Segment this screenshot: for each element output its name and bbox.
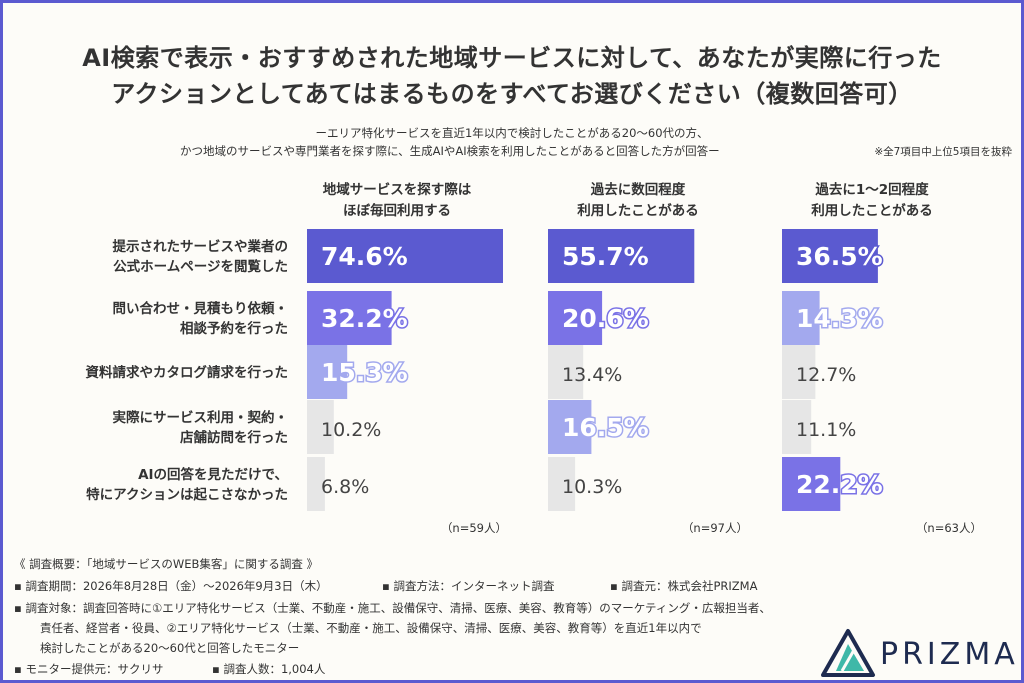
chart-title-line-2: アクションとしてあてはまるものをすべてお選びください（複数回答可） xyxy=(111,80,913,108)
bar-s2-c5 xyxy=(548,457,576,511)
value-label-s2-c1: 55.7% xyxy=(562,242,649,271)
bar-s2-c2 xyxy=(548,291,603,345)
value-label-s2-c2: 20.6% xyxy=(562,304,649,333)
series-header-1-line-1: 地域サービスを探す際は xyxy=(323,181,472,198)
subtitle-line-1: ーエリア特化サービスを直近1年以内で検討したことがある20〜60代の方、 xyxy=(315,126,709,140)
chart-title-line-1: AI検索で表示・おすすめされた地域サービスに対して、あなたが実際に行った xyxy=(82,44,942,72)
value-label-s1-c2: 32.2% xyxy=(321,304,408,333)
bar-s2-c4 xyxy=(548,400,592,454)
value-label-s1-c4: 10.2% xyxy=(321,419,381,441)
bar-chart: 提示されたサービスや業者の公式ホームページを閲覧した問い合わせ・見積もり依頼・相… xyxy=(86,181,983,535)
series-header-3-line-2: 利用したことがある xyxy=(811,202,933,219)
survey-method: ▪ 調査方法：インターネット調査 xyxy=(382,579,555,593)
prizma-logo-text: PRIZMA xyxy=(880,637,1019,672)
category-label-2-line-2: 相談予約を行った xyxy=(180,320,288,337)
value-label-s3-c3: 12.7% xyxy=(796,364,856,386)
value-label-s2-c3: 13.4% xyxy=(562,364,622,386)
bar-s1-c5 xyxy=(307,457,325,511)
category-label-4-line-1: 実際にサービス利用・契約・ xyxy=(113,409,289,426)
series-header-1-line-2: ほぼ毎回利用する xyxy=(343,202,451,219)
value-label-s2-c5: 10.3% xyxy=(562,476,622,498)
survey-target-line-2: 責任者、経営者・役員、②エリア特化サービス（士業、不動産・施工、設備保守、清掃、… xyxy=(40,621,702,635)
sample-size-label-2: （n=97人） xyxy=(682,521,748,535)
category-label-1-line-1: 提示されたサービスや業者の xyxy=(113,238,289,255)
sample-size-label-3: （n=63人） xyxy=(916,521,982,535)
category-label-5-line-2: 特にアクションは起こさなかった xyxy=(86,486,288,503)
value-label-s1-c5: 6.8% xyxy=(321,476,369,498)
bar-s1-c1 xyxy=(307,229,503,283)
category-label-5-line-1: AIの回答を見ただけで、 xyxy=(138,466,288,483)
value-label-s3-c2: 14.3% xyxy=(796,304,883,333)
category-label-2-line-1: 問い合わせ・見積もり依頼・ xyxy=(113,300,289,317)
series-header-2-line-1: 過去に数回程度 xyxy=(590,181,686,198)
value-label-s3-c4: 11.1% xyxy=(796,419,856,441)
value-label-s3-c5: 22.2% xyxy=(796,470,883,499)
prizma-logo-icon xyxy=(821,629,875,677)
bar-s3-c5 xyxy=(782,457,841,511)
survey-target-line-1: ▪ 調査対象：調査回答時に①エリア特化サービス（士業、不動産・施工、設備保守、清… xyxy=(14,601,771,615)
category-label-4-line-2: 店舗訪問を行った xyxy=(180,429,288,446)
value-label-s1-c3: 15.3% xyxy=(321,358,408,387)
survey-period: ▪ 調査期間：2026年8月28日（金）〜2026年9月3日（木） xyxy=(14,579,328,593)
bar-s3-c2 xyxy=(782,291,820,345)
survey-source: ▪ 調査元：株式会社PRIZMA xyxy=(610,579,758,593)
series-header-2-line-2: 利用したことがある xyxy=(577,202,699,219)
value-label-s2-c4: 16.5% xyxy=(562,413,649,442)
bar-s1-c4 xyxy=(307,400,334,454)
survey-target-line-3: 検討したことがある20〜60代と回答したモニター xyxy=(40,641,300,655)
survey-heading: 《 調査概要：「地域サービスのWEB集客」に関する調査 》 xyxy=(14,557,319,571)
monitor-provider: ▪ モニター提供元：サクリサ xyxy=(14,662,164,676)
respondent-count: ▪ 調査人数：1,004人 xyxy=(212,662,326,676)
category-label-1-line-2: 公式ホームページを閲覧した xyxy=(113,258,288,275)
bar-s1-c2 xyxy=(307,291,392,345)
value-label-s1-c1: 74.6% xyxy=(321,242,408,271)
value-label-s3-c1: 36.5% xyxy=(796,242,883,271)
series-header-3-line-1: 過去に1〜2回程度 xyxy=(814,181,929,198)
bar-s2-c1 xyxy=(548,229,695,283)
bar-s3-c1 xyxy=(782,229,878,283)
sample-size-label-1: （n=59人） xyxy=(441,521,507,535)
category-label-3-line-1: 資料請求やカタログ請求を行った xyxy=(86,364,289,381)
bar-s1-c3 xyxy=(307,345,348,399)
subtitle-line-2: かつ地域のサービスや専門業者を探す際に、生成AIやAI検索を利用したことがあると… xyxy=(180,144,720,158)
bar-s3-c4 xyxy=(782,400,812,454)
bar-s2-c3 xyxy=(548,345,584,399)
bar-s3-c3 xyxy=(782,345,816,399)
selection-note: ※全7項目中上位5項目を抜粋 xyxy=(874,146,1012,158)
